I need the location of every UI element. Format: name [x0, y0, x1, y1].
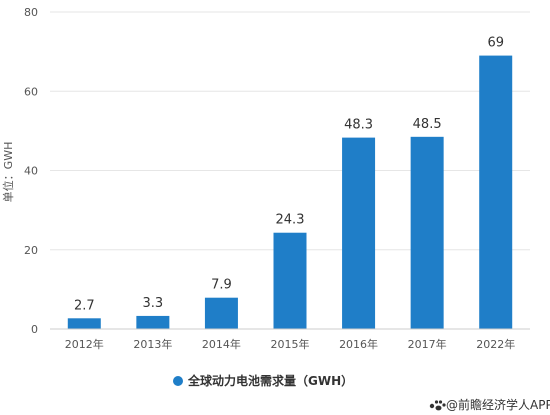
- source-credit: @前瞻经济学人APP: [429, 397, 550, 412]
- data-label: 24.3: [276, 213, 305, 228]
- data-label: 69: [487, 36, 504, 51]
- x-tick-label: 2016年: [339, 337, 378, 351]
- data-label: 2.7: [74, 298, 95, 313]
- data-label: 7.9: [211, 278, 232, 293]
- x-tick-label: 2015年: [271, 337, 310, 351]
- x-tick-label: 2017年: [408, 337, 447, 351]
- y-axis-ticks: 0 20 40 60 80: [24, 6, 38, 336]
- x-tick-label: 2022年: [476, 337, 515, 351]
- paw-logo-icon: [429, 400, 446, 411]
- bar[interactable]: [273, 232, 307, 329]
- data-labels: 2.7 3.3 7.9 24.3 48.3 48.5 69: [74, 36, 504, 314]
- y-tick-label: 40: [24, 165, 38, 178]
- y-axis-title: 单位：GWH: [1, 142, 15, 203]
- y-tick-label: 80: [24, 6, 38, 19]
- y-tick-label: 20: [24, 244, 38, 257]
- bar[interactable]: [410, 136, 444, 329]
- bar[interactable]: [204, 297, 238, 329]
- y-tick-label: 60: [24, 85, 38, 98]
- bar[interactable]: [479, 55, 513, 330]
- y-tick-label: 0: [31, 323, 38, 336]
- bars: [67, 55, 513, 330]
- data-label: 3.3: [143, 296, 164, 311]
- legend-marker: [173, 376, 183, 386]
- data-label: 48.5: [413, 117, 442, 132]
- bar[interactable]: [136, 315, 170, 329]
- x-tick-label: 2012年: [65, 337, 104, 351]
- source-text: @前瞻经济学人APP: [446, 397, 550, 412]
- x-axis-ticks: 2012年 2013年 2014年 2015年 2016年 2017年 2022年: [65, 337, 515, 351]
- legend[interactable]: 全球动力电池需求量（GWH）: [173, 373, 353, 388]
- x-tick-label: 2014年: [202, 337, 241, 351]
- x-tick-label: 2013年: [133, 337, 172, 351]
- data-label: 48.3: [344, 118, 373, 133]
- bar[interactable]: [67, 318, 101, 329]
- legend-label: 全球动力电池需求量（GWH）: [187, 373, 353, 388]
- bar[interactable]: [342, 137, 376, 329]
